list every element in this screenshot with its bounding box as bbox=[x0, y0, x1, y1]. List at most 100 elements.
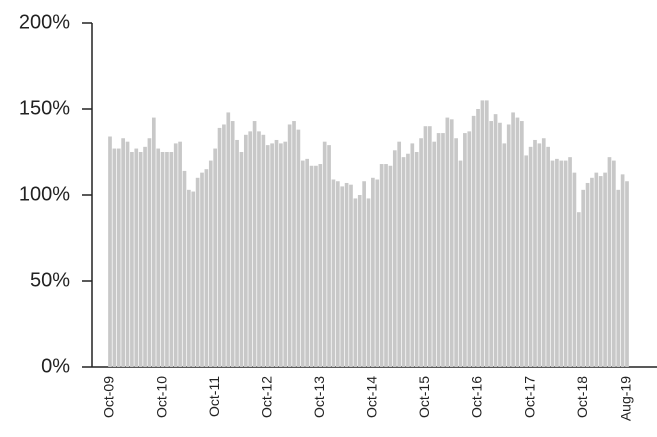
bar bbox=[401, 157, 406, 367]
bar bbox=[143, 146, 147, 367]
bar bbox=[165, 152, 169, 367]
bar bbox=[520, 121, 524, 367]
bar bbox=[213, 148, 217, 367]
bar bbox=[458, 160, 463, 367]
bar bbox=[173, 143, 178, 367]
bar bbox=[467, 131, 472, 367]
bar bbox=[121, 138, 125, 367]
x-tick-label: Oct-13 bbox=[311, 376, 327, 418]
bar bbox=[445, 117, 450, 367]
bar bbox=[476, 109, 480, 367]
x-tick-label: Oct-15 bbox=[416, 376, 432, 418]
bar bbox=[366, 198, 371, 367]
bar bbox=[620, 174, 625, 367]
bar bbox=[625, 181, 629, 367]
bar bbox=[322, 141, 327, 367]
bar bbox=[392, 150, 397, 367]
bar bbox=[524, 155, 529, 367]
bar bbox=[590, 177, 594, 367]
y-tick-label: 50% bbox=[30, 269, 70, 291]
bar bbox=[353, 198, 358, 367]
bar bbox=[423, 126, 428, 367]
bar bbox=[331, 179, 336, 367]
bar bbox=[572, 172, 577, 367]
bar bbox=[292, 121, 296, 367]
bar bbox=[257, 131, 261, 367]
bar bbox=[169, 152, 174, 367]
bar bbox=[528, 146, 533, 367]
bar bbox=[371, 177, 375, 367]
bar bbox=[340, 186, 345, 367]
y-tick-label: 150% bbox=[19, 97, 70, 119]
bar bbox=[248, 131, 253, 367]
bar bbox=[314, 165, 318, 367]
bar bbox=[454, 138, 458, 367]
bar bbox=[436, 133, 441, 367]
bar bbox=[484, 100, 489, 368]
bar bbox=[222, 124, 226, 367]
y-tick-label: 100% bbox=[19, 183, 70, 205]
bar bbox=[506, 124, 511, 367]
bar bbox=[235, 139, 239, 367]
bar bbox=[261, 134, 266, 367]
bar bbox=[598, 176, 603, 367]
bar bbox=[603, 172, 607, 367]
bar bbox=[217, 127, 222, 367]
bar bbox=[125, 141, 130, 367]
x-tick-label: Oct-09 bbox=[101, 376, 117, 418]
bar bbox=[283, 141, 288, 367]
bar bbox=[182, 170, 187, 367]
bar bbox=[270, 143, 274, 367]
bar bbox=[187, 189, 191, 367]
bar bbox=[375, 179, 380, 367]
bar bbox=[230, 121, 235, 367]
bar bbox=[130, 152, 134, 367]
bar bbox=[357, 195, 362, 367]
bar bbox=[200, 172, 204, 367]
bar bbox=[279, 143, 283, 367]
bar bbox=[568, 157, 572, 367]
bar bbox=[594, 172, 599, 367]
bar bbox=[559, 160, 564, 367]
bar bbox=[533, 139, 537, 367]
bar bbox=[585, 182, 590, 367]
bar bbox=[576, 212, 581, 367]
bar bbox=[116, 148, 121, 367]
bar bbox=[607, 157, 612, 367]
bar bbox=[178, 141, 182, 367]
bar bbox=[252, 121, 257, 367]
bar bbox=[489, 121, 494, 367]
bar bbox=[449, 119, 454, 367]
bar bbox=[112, 148, 117, 367]
bar bbox=[305, 158, 310, 367]
bar bbox=[414, 152, 419, 367]
bar bbox=[537, 143, 542, 367]
bar bbox=[204, 169, 209, 367]
x-tick-label: Oct-17 bbox=[521, 376, 537, 418]
bar bbox=[287, 124, 292, 367]
bar bbox=[388, 165, 393, 367]
bar bbox=[427, 126, 432, 367]
bar bbox=[195, 177, 200, 367]
y-tick-label: 200% bbox=[19, 11, 70, 33]
bar bbox=[138, 152, 143, 367]
bar bbox=[265, 145, 270, 367]
bar bbox=[384, 164, 388, 367]
bar bbox=[327, 145, 331, 367]
x-tick-label: Oct-16 bbox=[469, 376, 485, 418]
bar bbox=[546, 146, 550, 367]
x-tick-label: Oct-12 bbox=[258, 376, 274, 418]
bar bbox=[243, 134, 248, 367]
bar bbox=[480, 100, 485, 368]
bar bbox=[406, 153, 410, 367]
bar bbox=[191, 191, 196, 367]
bar bbox=[147, 138, 152, 367]
bar bbox=[160, 152, 165, 367]
bar bbox=[515, 117, 520, 367]
x-tick-label: Oct-10 bbox=[153, 376, 169, 418]
bar bbox=[134, 148, 139, 367]
bar bbox=[296, 129, 301, 367]
bar bbox=[397, 141, 402, 367]
bar bbox=[344, 182, 349, 367]
bar bbox=[541, 138, 546, 367]
